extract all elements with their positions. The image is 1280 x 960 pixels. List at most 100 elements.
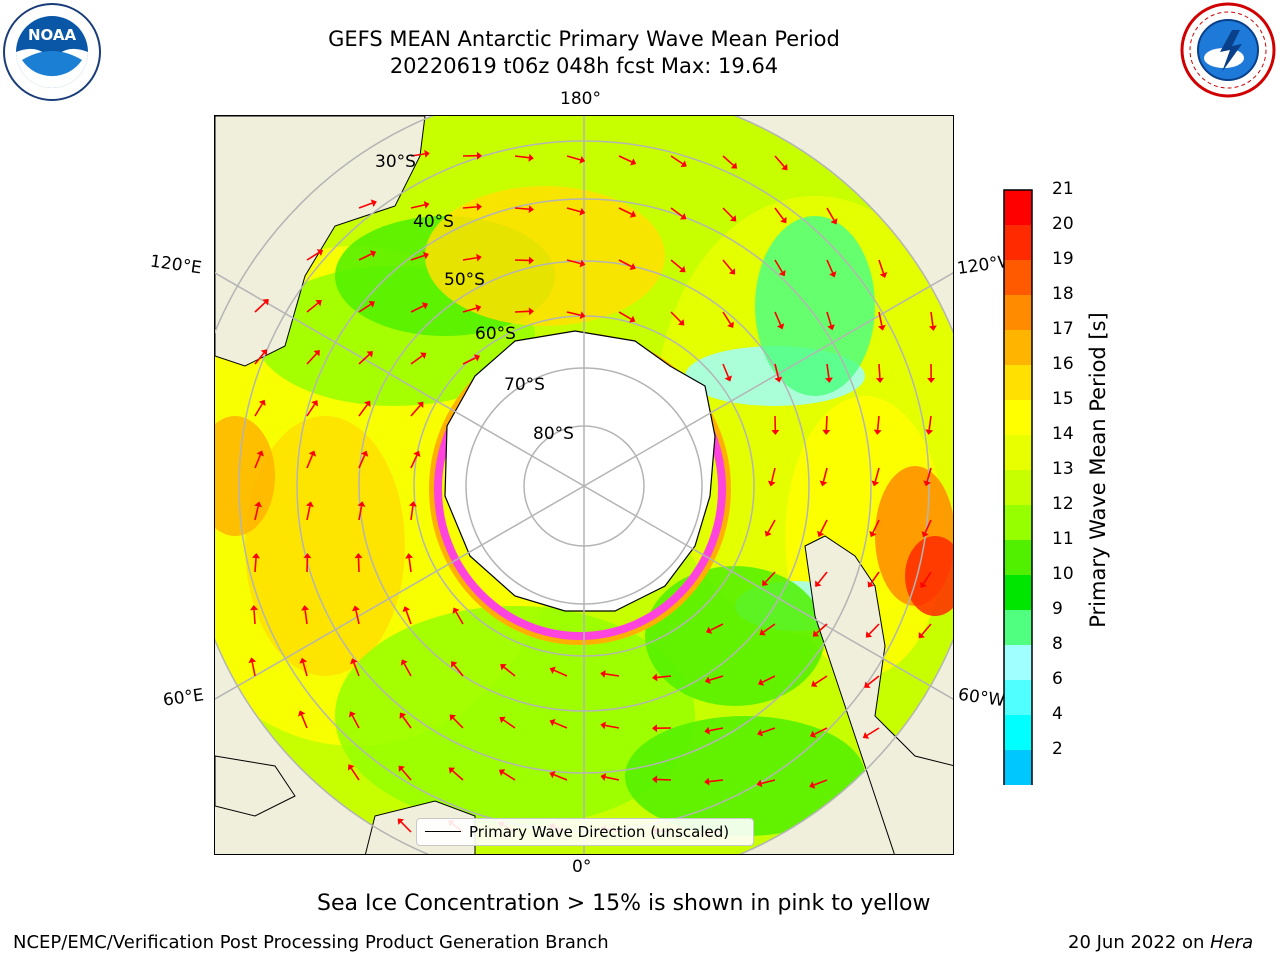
wave-direction-arrow xyxy=(878,363,881,379)
wave-direction-arrow xyxy=(878,311,883,326)
wave-direction-arrowhead xyxy=(704,676,711,684)
wave-direction-arrowhead xyxy=(499,716,506,724)
wave-direction-arrowhead xyxy=(727,321,734,329)
wave-direction-arrowhead xyxy=(348,711,356,718)
wave-direction-arrow xyxy=(306,353,318,365)
wave-direction-arrow xyxy=(814,727,828,735)
wave-direction-arrow xyxy=(815,623,828,634)
wave-direction-arrowhead xyxy=(629,262,636,271)
wave-direction-arrow xyxy=(455,611,464,625)
wave-direction-arrowhead xyxy=(579,259,586,268)
wave-direction-arrow xyxy=(402,716,412,729)
wave-direction-arrowhead xyxy=(728,268,736,275)
wave-direction-arrow xyxy=(462,206,478,209)
wave-direction-arrow xyxy=(358,506,363,521)
wave-direction-arrowhead xyxy=(771,429,780,435)
wave-direction-arrow xyxy=(670,311,682,323)
wave-direction-arrow xyxy=(553,721,568,729)
wave-direction-arrowhead xyxy=(473,354,481,362)
wave-direction-arrow xyxy=(358,404,368,417)
wave-direction-arrowhead xyxy=(297,710,306,717)
wave-direction-arrowhead xyxy=(757,728,764,737)
wave-direction-arrow xyxy=(408,558,412,573)
wave-direction-arrow xyxy=(462,307,477,313)
wave-direction-arrowhead xyxy=(679,213,687,220)
wave-direction-arrow xyxy=(767,519,776,533)
wave-direction-arrowhead xyxy=(369,250,377,258)
wave-direction-arrowhead xyxy=(357,501,366,507)
wave-direction-arrow xyxy=(410,153,425,157)
wave-direction-arrowhead xyxy=(399,712,407,719)
colorbar-tick-label: 13 xyxy=(1052,459,1074,479)
map-legend: Primary Wave Direction (unscaled) xyxy=(416,818,754,846)
wave-direction-arrowhead xyxy=(476,202,482,211)
wave-direction-arrow xyxy=(921,623,932,636)
wave-direction-arrowhead xyxy=(262,298,269,306)
wave-direction-arrowhead xyxy=(756,779,763,788)
footer-date-text: 20 Jun 2022 on xyxy=(1068,932,1211,953)
wave-direction-arrow xyxy=(253,609,256,625)
wave-direction-arrow xyxy=(358,202,373,209)
wave-direction-arrowhead xyxy=(315,300,322,307)
wave-direction-arrowhead xyxy=(370,199,377,207)
wave-direction-arrow xyxy=(503,666,516,677)
wave-direction-arrow xyxy=(410,254,425,261)
wave-direction-arrowhead xyxy=(652,724,658,733)
wave-direction-arrow xyxy=(618,259,632,268)
wave-direction-arrow xyxy=(774,207,784,220)
wave-direction-arrow xyxy=(566,311,581,316)
colorbar-segment xyxy=(1004,610,1032,645)
wave-direction-arrow xyxy=(306,454,314,469)
wave-direction-arrowhead xyxy=(258,399,266,407)
wave-direction-arrowhead xyxy=(549,771,556,779)
wave-direction-arrowhead xyxy=(600,669,606,678)
wave-direction-arrowhead xyxy=(549,666,556,674)
colorbar-segment xyxy=(1004,295,1032,330)
wave-direction-arrow xyxy=(761,727,776,734)
map-canvas xyxy=(215,116,953,854)
colorbar-tick-label: 11 xyxy=(1052,529,1074,549)
wave-direction-arrow xyxy=(514,310,530,313)
colorbar-segment xyxy=(1004,645,1032,680)
wave-direction-arrow xyxy=(358,454,366,469)
wave-direction-arrowhead xyxy=(774,376,783,383)
wave-direction-arrow xyxy=(618,155,633,163)
wave-direction-arrowhead xyxy=(311,400,318,407)
wave-direction-arrow xyxy=(254,301,266,313)
wave-direction-arrowhead xyxy=(400,659,408,666)
wave-direction-arrowhead xyxy=(830,218,838,225)
wave-direction-arrow xyxy=(924,519,932,534)
wave-direction-arrowhead xyxy=(873,429,882,435)
wave-direction-arrow xyxy=(878,259,885,274)
wave-direction-arrow xyxy=(709,675,724,681)
wave-direction-arrowhead xyxy=(865,631,873,638)
colorbar-tick-label: 18 xyxy=(1052,284,1074,304)
wave-direction-arrow xyxy=(566,207,581,213)
wave-direction-arrow xyxy=(306,403,316,417)
lon-label-60e: 60°E xyxy=(161,685,206,711)
wave-direction-arrow xyxy=(814,675,828,685)
wave-direction-arrow xyxy=(302,662,308,677)
wave-direction-arrowhead xyxy=(925,429,934,435)
wave-direction-arrowhead xyxy=(781,163,788,171)
wave-direction-arrow xyxy=(503,719,516,729)
wave-direction-arrowhead xyxy=(313,350,320,357)
wave-direction-arrowhead xyxy=(677,319,685,326)
wave-direction-arrowhead xyxy=(815,580,822,587)
wave-direction-arrowhead xyxy=(449,714,457,721)
wave-direction-arrowhead xyxy=(811,680,818,687)
colorbar-tick-label: 6 xyxy=(1052,669,1063,689)
wave-direction-arrow xyxy=(254,557,257,573)
wave-direction-arrowhead xyxy=(422,251,430,260)
colorbar-segment xyxy=(1004,540,1032,575)
wave-direction-arrowhead xyxy=(528,153,534,162)
wave-direction-arrow xyxy=(566,155,581,161)
wave-direction-arrowhead xyxy=(705,626,713,634)
wave-direction-arrowhead xyxy=(352,605,360,612)
longitude-line xyxy=(215,485,585,700)
wave-direction-arrow xyxy=(770,467,776,482)
wave-direction-arrowhead xyxy=(419,352,427,360)
wave-direction-arrowhead xyxy=(923,480,932,487)
wave-direction-arrow xyxy=(451,770,464,781)
wave-direction-arrow xyxy=(410,305,424,313)
